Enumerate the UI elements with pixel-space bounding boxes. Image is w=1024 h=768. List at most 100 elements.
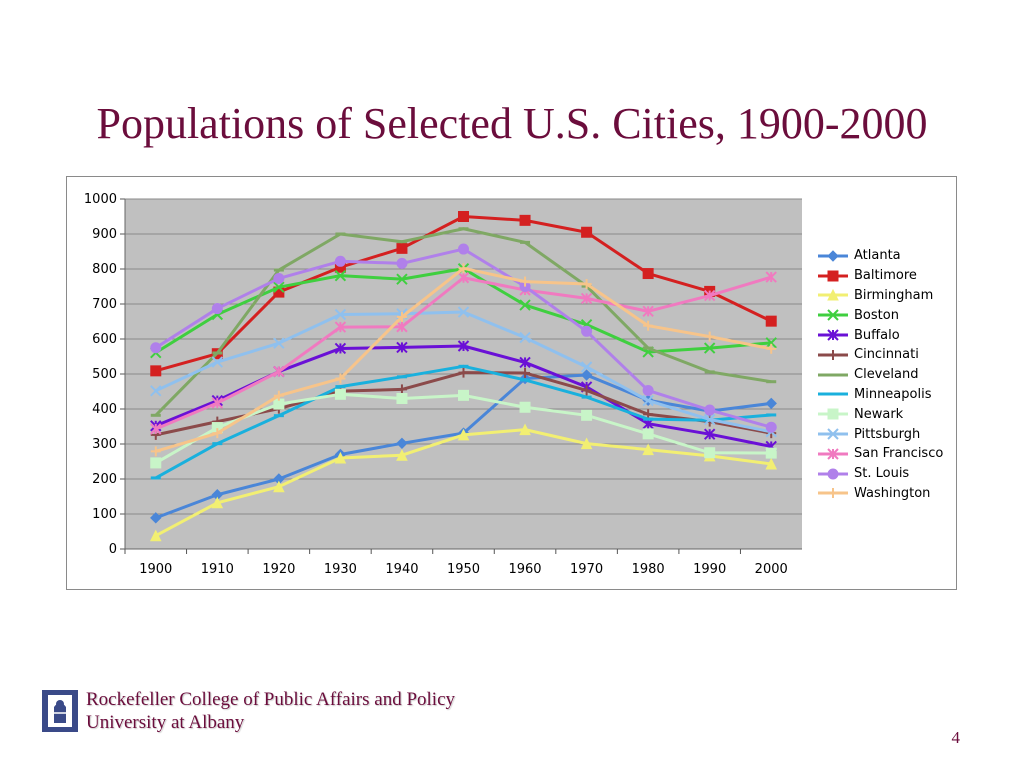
- x-tick-label: 1950: [447, 562, 480, 577]
- legend-item-washington: Washington: [816, 484, 956, 504]
- legend-item-newark: Newark: [816, 404, 956, 424]
- data-point-san-francisco: [703, 289, 716, 302]
- data-point-washington: [335, 373, 346, 384]
- data-point-san-francisco: [273, 365, 285, 378]
- slide-title: Populations of Selected U.S. Cities, 190…: [96, 99, 928, 148]
- legend-item-baltimore: Baltimore: [816, 266, 956, 286]
- data-point-boston: [703, 342, 716, 354]
- data-point-newark: [581, 409, 593, 421]
- chart-frame: 0 100 200 300 400 500 600 700 800 900 1000 1900 1910…: [66, 176, 957, 590]
- data-point-st-louis: [211, 303, 223, 315]
- x-tick-label: 1910: [201, 562, 234, 577]
- data-point-san-francisco: [642, 305, 654, 318]
- legend-swatch-icon: [818, 373, 848, 377]
- data-point-san-francisco: [765, 271, 777, 283]
- data-point-baltimore: [642, 268, 654, 280]
- data-point-st-louis: [273, 272, 285, 284]
- x-tick-label: 1930: [324, 562, 357, 577]
- data-point-pittsburgh: [519, 331, 531, 344]
- data-point-washington: [581, 279, 592, 290]
- x-tick-label: 1940: [385, 562, 418, 577]
- data-point-baltimore: [396, 242, 408, 254]
- y-tick-label: 300: [92, 437, 117, 452]
- page-number: 4: [951, 728, 961, 747]
- y-tick-label: 100: [92, 507, 117, 522]
- data-point-pittsburgh: [334, 308, 347, 321]
- legend-label: Pittsburgh: [854, 426, 921, 442]
- data-point-st-louis: [765, 421, 777, 433]
- legend-item-pittsburgh: Pittsburgh: [816, 424, 956, 444]
- y-tick-label: 400: [92, 402, 117, 417]
- legend-item-minneapolis: Minneapolis: [816, 385, 956, 405]
- legend-swatch-icon: [818, 488, 848, 499]
- footer-line-college: Rockefeller College of Public Affairs an…: [86, 689, 456, 710]
- data-point-birmingham: [273, 480, 285, 493]
- legend-label: Baltimore: [854, 268, 917, 284]
- data-point-cincinnati: [520, 367, 531, 378]
- data-point-birmingham: [396, 449, 408, 461]
- footer-text: Rockefeller College of Public Affairs an…: [86, 688, 455, 734]
- data-point-pittsburgh: [273, 337, 285, 349]
- data-point-buffalo: [457, 340, 470, 352]
- data-point-san-francisco: [150, 423, 162, 435]
- y-tick-label: 600: [92, 332, 117, 347]
- data-point-newark: [334, 388, 346, 400]
- data-point-cincinnati: [458, 367, 469, 378]
- legend-swatch-icon: [818, 329, 848, 341]
- y-tick-label: 700: [92, 297, 117, 312]
- data-point-cincinnati: [396, 384, 407, 395]
- x-tick-label: 2000: [755, 562, 788, 577]
- legend-label: Cincinnati: [854, 347, 919, 363]
- data-point-baltimore: [458, 211, 469, 222]
- data-point-buffalo: [334, 342, 347, 355]
- data-point-newark: [642, 428, 654, 440]
- data-point-birmingham: [457, 428, 470, 441]
- legend-item-atlanta: Atlanta: [816, 246, 956, 266]
- legend-item-cincinnati: Cincinnati: [816, 345, 956, 365]
- data-point-newark: [519, 401, 531, 413]
- legend-item-st-louis: St. Louis: [816, 464, 956, 484]
- data-point-washington: [150, 446, 161, 457]
- legend-label: Minneapolis: [854, 386, 932, 402]
- data-point-san-francisco: [334, 321, 347, 333]
- data-point-st-louis: [704, 404, 716, 416]
- legend-item-san-francisco: San Francisco: [816, 444, 956, 464]
- x-tick-label: 1960: [508, 562, 541, 577]
- data-point-st-louis: [458, 243, 469, 255]
- y-tick-label: 800: [92, 262, 117, 277]
- data-point-boston: [334, 269, 347, 282]
- data-point-st-louis: [150, 342, 162, 354]
- legend-swatch-icon: [818, 289, 848, 301]
- x-tick-label: 1980: [632, 562, 665, 577]
- data-point-st-louis: [334, 255, 346, 267]
- data-point-san-francisco: [396, 321, 408, 333]
- data-point-newark: [765, 447, 777, 459]
- x-tick-label: 1920: [262, 562, 295, 577]
- data-point-pittsburgh: [150, 385, 162, 397]
- data-point-pittsburgh: [580, 361, 593, 373]
- data-point-baltimore: [765, 315, 777, 327]
- college-logo-icon: [42, 690, 78, 732]
- y-tick-label: 900: [92, 227, 117, 242]
- data-point-newark: [396, 393, 408, 404]
- data-point-newark: [458, 389, 469, 401]
- legend-swatch-icon: [818, 448, 848, 460]
- x-tick-label: 1990: [693, 562, 726, 577]
- data-point-buffalo: [703, 428, 716, 440]
- legend-label: Newark: [854, 406, 904, 422]
- data-point-atlanta: [580, 369, 593, 381]
- legend-swatch-icon: [818, 408, 848, 420]
- y-tick-label: 1000: [84, 192, 117, 207]
- x-tick-label: 1900: [139, 562, 172, 577]
- data-point-boston: [765, 337, 777, 349]
- data-point-boston: [519, 299, 531, 311]
- data-point-san-francisco: [580, 292, 593, 305]
- data-point-pittsburgh: [642, 394, 654, 407]
- data-point-birmingham: [765, 457, 778, 470]
- legend-swatch-icon: [818, 270, 848, 282]
- data-point-buffalo: [519, 356, 531, 369]
- data-point-boston: [396, 273, 408, 285]
- data-point-atlanta: [765, 397, 777, 410]
- data-point-pittsburgh: [457, 306, 470, 318]
- data-point-washington: [273, 390, 284, 401]
